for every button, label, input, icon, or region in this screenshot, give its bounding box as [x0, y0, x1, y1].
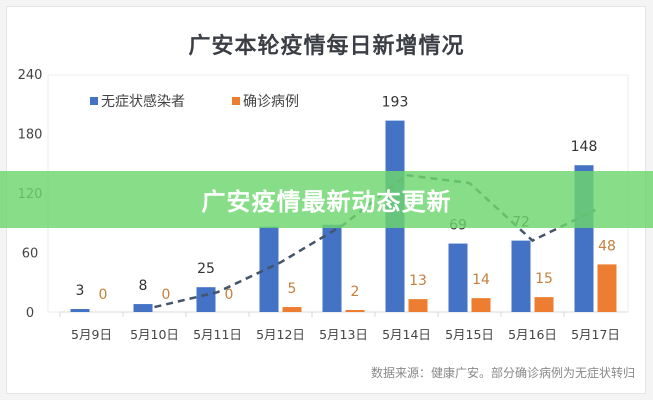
bar-asymptomatic	[511, 240, 531, 312]
x-tick-label: 5月9日	[71, 327, 112, 342]
legend-label: 无症状感染者	[101, 94, 185, 110]
legend-item-confirmed: 确诊病例	[232, 91, 299, 111]
chart-title: 广安本轮疫情每日新增情况	[188, 34, 465, 59]
bar-confirmed	[597, 264, 617, 312]
data-label: 13	[409, 273, 427, 289]
x-tick-label: 5月17日	[571, 327, 620, 342]
data-label: 5	[288, 281, 297, 297]
legend-label: 确诊病例	[243, 94, 299, 110]
data-label: 148	[571, 139, 598, 155]
x-tick-label: 5月16日	[508, 327, 557, 342]
data-label: 2	[351, 284, 360, 300]
bar-asymptomatic	[259, 226, 279, 312]
bar-asymptomatic	[133, 304, 153, 312]
y-tick-label: 0	[26, 306, 34, 321]
bar-asymptomatic	[448, 243, 468, 312]
data-label: 14	[472, 272, 490, 288]
data-label: 0	[225, 287, 234, 303]
x-tick-label: 5月10日	[130, 327, 179, 342]
data-label: 0	[99, 287, 108, 303]
x-tick-label: 5月11日	[193, 327, 242, 342]
y-tick-label: 240	[18, 68, 43, 83]
data-label: 48	[598, 238, 616, 254]
legend-swatch-orange	[232, 97, 240, 105]
y-tick-label: 60	[22, 247, 39, 262]
bar-confirmed	[534, 297, 554, 312]
x-tick-label: 5月13日	[319, 327, 368, 342]
data-label: 193	[382, 95, 409, 111]
overlay-banner: 广安疫情最新动态更新	[0, 171, 653, 228]
bar-confirmed	[345, 310, 365, 312]
data-label: 8	[139, 278, 148, 294]
data-label: 25	[197, 261, 215, 277]
bar-confirmed	[408, 299, 428, 312]
data-label: 3	[76, 283, 85, 299]
legend-swatch-blue	[90, 97, 98, 105]
x-tick-label: 5月12日	[256, 327, 305, 342]
bar-asymptomatic	[196, 287, 216, 312]
bar-asymptomatic	[70, 309, 90, 312]
bar-asymptomatic	[322, 224, 342, 312]
x-tick-label: 5月15日	[445, 327, 494, 342]
legend-item-asymptomatic: 无症状感染者	[90, 91, 185, 111]
bar-confirmed	[471, 298, 491, 312]
bar-confirmed	[282, 307, 302, 312]
data-label: 15	[535, 271, 553, 287]
data-label: 0	[162, 287, 171, 303]
source-note: 数据来源：健康广安。部分确诊病例为无症状转归	[370, 366, 635, 380]
x-tick-label: 5月14日	[382, 327, 431, 342]
y-tick-label: 180	[18, 128, 43, 143]
banner-text: 广安疫情最新动态更新	[201, 188, 452, 216]
trend-line	[154, 173, 597, 309]
